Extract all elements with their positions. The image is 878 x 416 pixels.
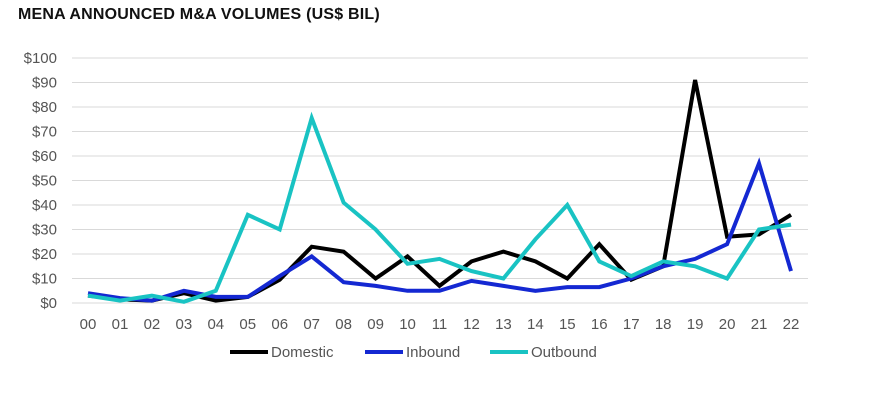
x-tick-label: 22 [783, 316, 800, 333]
series-line-outbound [87, 111, 792, 304]
y-tick-label: $60 [32, 148, 57, 165]
x-tick-label: 04 [207, 316, 224, 333]
legend: Domestic Inbound Outbound [230, 344, 597, 361]
x-tick-label: 21 [751, 316, 768, 333]
y-tick-label: $30 [32, 222, 57, 239]
y-tick-label: $70 [32, 124, 57, 141]
y-tick-label: $80 [32, 99, 57, 116]
x-tick-label: 20 [719, 316, 736, 333]
x-tick-label: 05 [239, 316, 256, 333]
x-tick-label: 06 [271, 316, 288, 333]
x-tick-label: 07 [303, 316, 320, 333]
x-tick-label: 16 [591, 316, 608, 333]
x-tick-label: 18 [655, 316, 672, 333]
x-tick-label: 15 [559, 316, 576, 333]
legend-label-domestic: Domestic [271, 344, 334, 361]
y-tick-label: $100 [24, 50, 57, 67]
legend-label-outbound: Outbound [531, 344, 597, 361]
x-tick-label: 14 [527, 316, 544, 333]
x-tick-label: 12 [463, 316, 480, 333]
y-tick-label: $20 [32, 246, 57, 263]
y-tick-label: $0 [40, 295, 57, 312]
x-tick-label: 11 [432, 316, 448, 333]
x-tick-label: 01 [112, 316, 129, 333]
x-tick-label: 13 [495, 316, 512, 333]
y-tick-label: $50 [32, 173, 57, 190]
x-tick-label: 00 [80, 316, 97, 333]
y-tick-label: $10 [32, 271, 57, 288]
gridlines [72, 57, 808, 304]
x-tick-label: 19 [687, 316, 704, 333]
x-tick-label: 02 [144, 316, 161, 333]
x-tick-label: 10 [399, 316, 416, 333]
y-tick-label: $40 [32, 197, 57, 214]
x-tick-label: 17 [623, 316, 640, 333]
series-lines [87, 79, 793, 304]
x-tick-label: 08 [335, 316, 352, 333]
x-tick-label: 09 [367, 316, 384, 333]
y-tick-label: $90 [32, 75, 57, 92]
series-line-domestic [87, 79, 793, 303]
y-axis-ticks: $0 $10 $20 $30 $40 $50 $60 $70 $80 $90 $100 [24, 50, 57, 312]
x-axis-ticks: 00 01 02 03 04 05 06 07 08 09 10 11 12 13 14 15 16 17 18 19… [80, 316, 800, 333]
x-tick-label: 03 [176, 316, 193, 333]
legend-label-inbound: Inbound [406, 344, 460, 361]
chart-title: MENA ANNOUNCED M&A VOLUMES (US$ BIL) [18, 6, 380, 23]
series-line-inbound [87, 157, 793, 303]
